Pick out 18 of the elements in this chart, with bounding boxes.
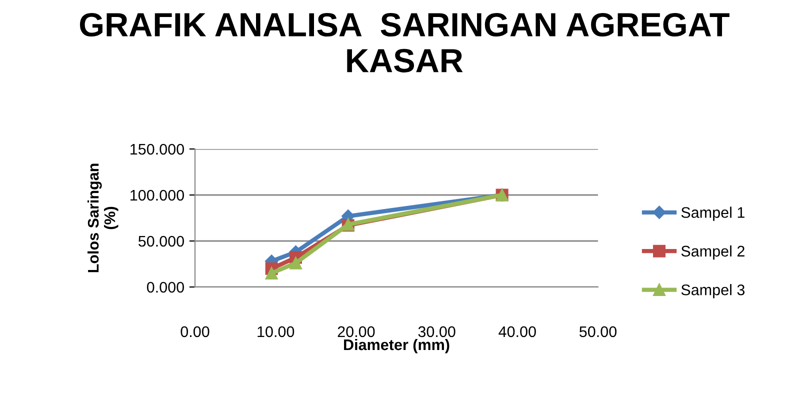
- x-tick-label: 0.00: [180, 326, 210, 338]
- y-tick-label: 150.000: [130, 144, 184, 155]
- point: [265, 266, 278, 280]
- legend-label: Sampel 3: [681, 284, 745, 298]
- x-tick-label: 50.00: [579, 326, 617, 338]
- y-tick-label: 50.000: [138, 236, 184, 247]
- y-axis-title: Lolos Saringan (%): [87, 164, 118, 272]
- y-tick-label: 0.000: [146, 282, 184, 293]
- x-tick-label: 30.00: [418, 326, 456, 338]
- x-tick-label: 20.00: [338, 326, 375, 338]
- legend-label: Sampel 2: [681, 245, 744, 260]
- legend-label: Sampel 1: [681, 206, 744, 221]
- x-axis-title: Diameter (mm): [344, 338, 450, 354]
- x-tick-label: 10.00: [258, 326, 294, 338]
- y-tick-label: 100.000: [130, 190, 184, 201]
- x-tick-label: 40.00: [498, 326, 536, 338]
- point: [290, 256, 302, 270]
- chart-title: GRAFIK ANALISA SARINGAN AGREGAT KASAR: [80, 12, 730, 72]
